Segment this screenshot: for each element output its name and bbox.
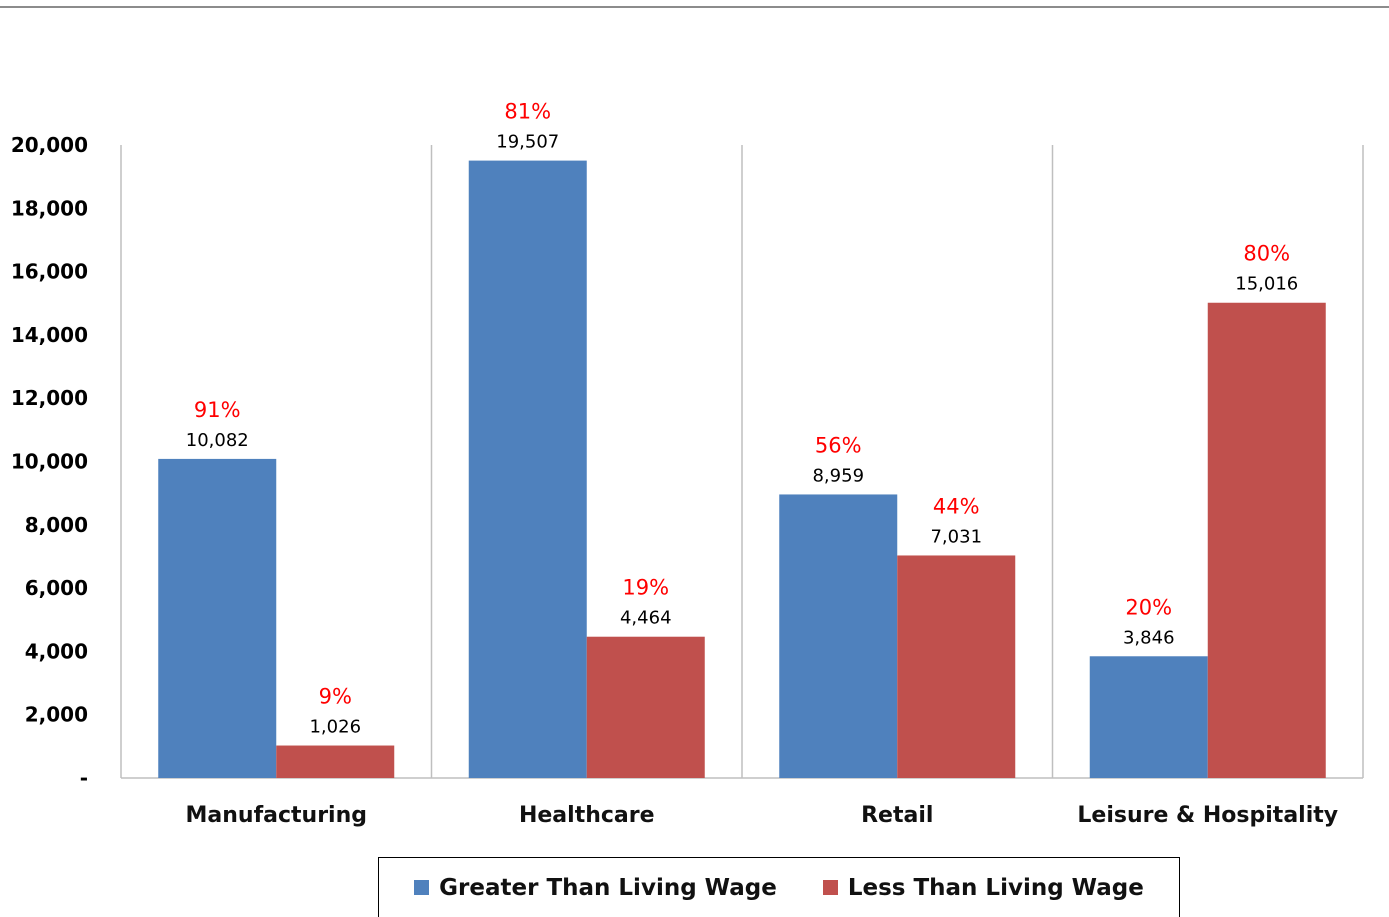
data-label-percent: 56% xyxy=(815,433,862,457)
data-label-value: 8,959 xyxy=(812,465,864,486)
data-label-value: 19,507 xyxy=(496,132,559,153)
bar xyxy=(897,555,1016,778)
bar xyxy=(1089,656,1208,778)
data-label-value: 10,082 xyxy=(186,430,249,451)
x-tick-label: Retail xyxy=(861,803,933,828)
y-tick-label: 12,000 xyxy=(11,386,88,410)
bar xyxy=(1207,302,1326,778)
data-label-value: 3,846 xyxy=(1123,627,1175,648)
legend-item-less: Less Than Living Wage xyxy=(822,874,1144,901)
y-tick-label: 10,000 xyxy=(11,450,88,474)
bar xyxy=(779,494,898,778)
data-label-percent: 91% xyxy=(194,398,241,422)
data-label-percent: 81% xyxy=(504,100,551,124)
y-tick-label: 2,000 xyxy=(25,703,88,727)
data-label-value: 7,031 xyxy=(930,526,982,547)
y-tick-label: 14,000 xyxy=(11,323,88,347)
y-tick-label: 4,000 xyxy=(25,639,88,663)
data-label-percent: 44% xyxy=(933,494,980,518)
y-tick-label: 20,000 xyxy=(11,133,88,157)
data-label-percent: 9% xyxy=(319,685,352,709)
legend: Greater Than Living Wage Less Than Livin… xyxy=(378,857,1180,917)
data-label-value: 4,464 xyxy=(620,608,672,629)
x-tick-label: Manufacturing xyxy=(186,803,368,828)
y-tick-label: 8,000 xyxy=(25,513,88,537)
legend-label-greater: Greater Than Living Wage xyxy=(439,874,777,901)
data-label-percent: 20% xyxy=(1125,595,1172,619)
legend-swatch-less xyxy=(822,880,838,895)
x-tick-label: Leisure & Hospitality xyxy=(1077,803,1338,828)
legend-swatch-greater xyxy=(414,880,430,895)
y-tick-label: 18,000 xyxy=(11,196,88,220)
data-label-percent: 19% xyxy=(622,576,669,600)
bar xyxy=(586,636,705,778)
top-border xyxy=(0,6,1389,8)
data-label-percent: 80% xyxy=(1243,242,1290,266)
data-label-value: 15,016 xyxy=(1235,274,1298,295)
y-tick-label: 16,000 xyxy=(11,260,88,284)
bar xyxy=(468,160,587,778)
data-label-value: 1,026 xyxy=(309,717,361,738)
legend-label-less: Less Than Living Wage xyxy=(847,874,1144,901)
y-tick-label: - xyxy=(80,766,88,790)
bar xyxy=(158,458,277,778)
legend-item-greater: Greater Than Living Wage xyxy=(414,875,777,901)
x-tick-label: Healthcare xyxy=(519,803,655,828)
y-tick-label: 6,000 xyxy=(25,576,88,600)
bar xyxy=(276,745,395,778)
